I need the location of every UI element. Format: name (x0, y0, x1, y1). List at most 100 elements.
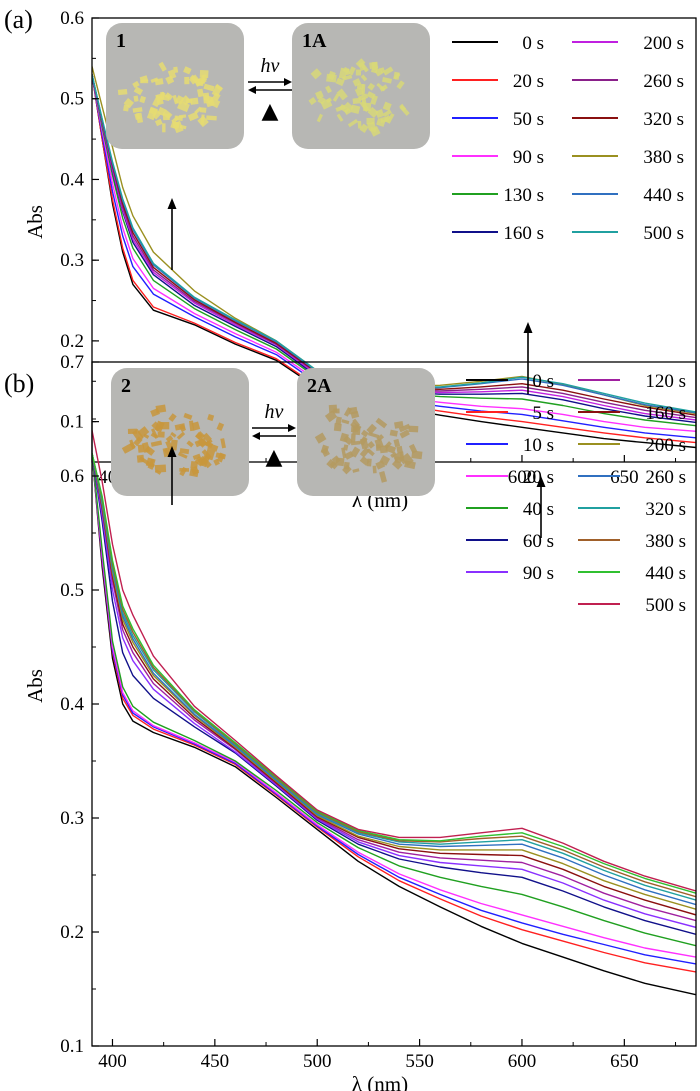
crystal-grain (393, 438, 401, 448)
crystal-photo-right: 2A (297, 368, 435, 496)
crystal-grain (172, 120, 184, 134)
series-line-90s (92, 453, 696, 929)
crystal-grain (187, 111, 199, 122)
crystal-grain (194, 106, 202, 115)
legend-label: 20 s (523, 467, 554, 488)
crystal-grain (217, 452, 225, 463)
legend-label: 40 s (523, 499, 554, 520)
crystal-grain (382, 66, 394, 76)
light-label: hν (261, 55, 280, 77)
crystal-grain (358, 436, 368, 446)
trend-arrow-head (523, 322, 533, 333)
x-tick-label: 600 (508, 467, 537, 488)
photo-label: 2 (121, 375, 131, 397)
crystal-grain (359, 123, 369, 133)
crystal-photo-left: 2 (111, 368, 249, 496)
series-line-0s (92, 453, 696, 996)
crystal-grain (191, 421, 201, 431)
crystal-grain (324, 410, 338, 423)
crystal-grain (375, 109, 385, 119)
crystal-grain (137, 444, 145, 453)
crystal-grain (352, 78, 362, 87)
legend-label: 130 s (503, 185, 544, 206)
crystal-grain (347, 119, 359, 128)
crystal-grain (357, 120, 362, 129)
series-line-260s (92, 453, 696, 906)
crystal-grain (366, 117, 375, 125)
crystal-grain (370, 94, 378, 105)
crystal-grain (189, 74, 200, 85)
series-line-5s (92, 453, 696, 973)
crystal-grain (354, 86, 365, 97)
crystal-grain (401, 452, 414, 466)
legend-label: 60 s (523, 531, 554, 552)
chart-panel-b: 400 450 500 550 600 650 0.1 0.2 0.3 0.4 0.5 0.6 0.7 λ… (4, 352, 697, 1091)
crystal-grain (310, 68, 322, 80)
legend-label: 90 s (523, 563, 554, 584)
crystal-grain (391, 459, 403, 470)
crystal-grain (199, 69, 209, 78)
crystal-grain (335, 104, 346, 112)
crystal-grain (343, 407, 352, 417)
crystal-grain (133, 86, 144, 96)
crystal-grain (363, 102, 372, 112)
crystal-grain (146, 107, 158, 121)
y-tick-label: 0.5 (60, 89, 84, 110)
crystal-grain (162, 94, 171, 102)
legend-label: 200 s (645, 435, 686, 456)
crystal-grain (177, 452, 188, 459)
crystal-grain (308, 97, 317, 106)
y-tick-label: 0.2 (60, 331, 84, 352)
crystal-grain (196, 81, 204, 87)
y-tick-label: 0.6 (60, 466, 84, 487)
x-axis-title: λ (nm) (352, 1072, 408, 1091)
crystal-grain (165, 435, 174, 443)
crystal-photo-right: 1A (292, 23, 430, 149)
crystal-grain (168, 413, 177, 422)
panel-label: (a) (4, 5, 33, 34)
crystal-grain (379, 84, 388, 92)
crystal-grain (372, 465, 377, 474)
y-tick-label: 0.3 (60, 250, 84, 271)
crystal-grain (144, 445, 156, 456)
crystal-grain (154, 464, 167, 473)
x-tick-label: 650 (610, 1051, 639, 1072)
legend-label: 160 s (503, 223, 544, 244)
crystal-grain (123, 97, 135, 109)
crystal-grain (220, 438, 226, 449)
crystal-grain (375, 417, 388, 429)
crystal-grain (341, 447, 347, 459)
crystal-grain (178, 424, 187, 433)
y-tick-label: 0.2 (60, 922, 84, 943)
crystal-grain (399, 103, 407, 112)
crystal-grain (399, 429, 410, 439)
light-label: hν (265, 401, 284, 423)
crystal-grain (342, 464, 352, 475)
series-line-160s (92, 453, 696, 916)
crystal-grain (408, 443, 418, 454)
crystal-grain (190, 97, 199, 105)
series-group (92, 430, 696, 996)
legend-label: 5 s (532, 403, 554, 424)
crystal-grain (167, 69, 177, 80)
crystal-grain (352, 418, 360, 428)
crystal-grain (194, 431, 203, 440)
series-line-380s (92, 453, 696, 898)
crystal-grain (202, 92, 210, 104)
crystal-grain (350, 446, 361, 458)
crystal-grain (341, 419, 350, 425)
crystal-grain (361, 429, 369, 438)
crystal-grain (174, 115, 183, 121)
crystal-grain (355, 69, 362, 76)
crystal-grain (382, 101, 392, 111)
y-tick-label: 0.4 (60, 169, 84, 190)
crystal-grain (336, 88, 348, 101)
crystal-grain (355, 58, 366, 68)
crystal-grain (325, 85, 332, 94)
crystal-grain (343, 108, 352, 116)
legend-label: 380 s (645, 531, 686, 552)
crystal-grain (150, 408, 160, 417)
crystal-grain (173, 66, 179, 73)
legend-label: 0 s (532, 371, 554, 392)
